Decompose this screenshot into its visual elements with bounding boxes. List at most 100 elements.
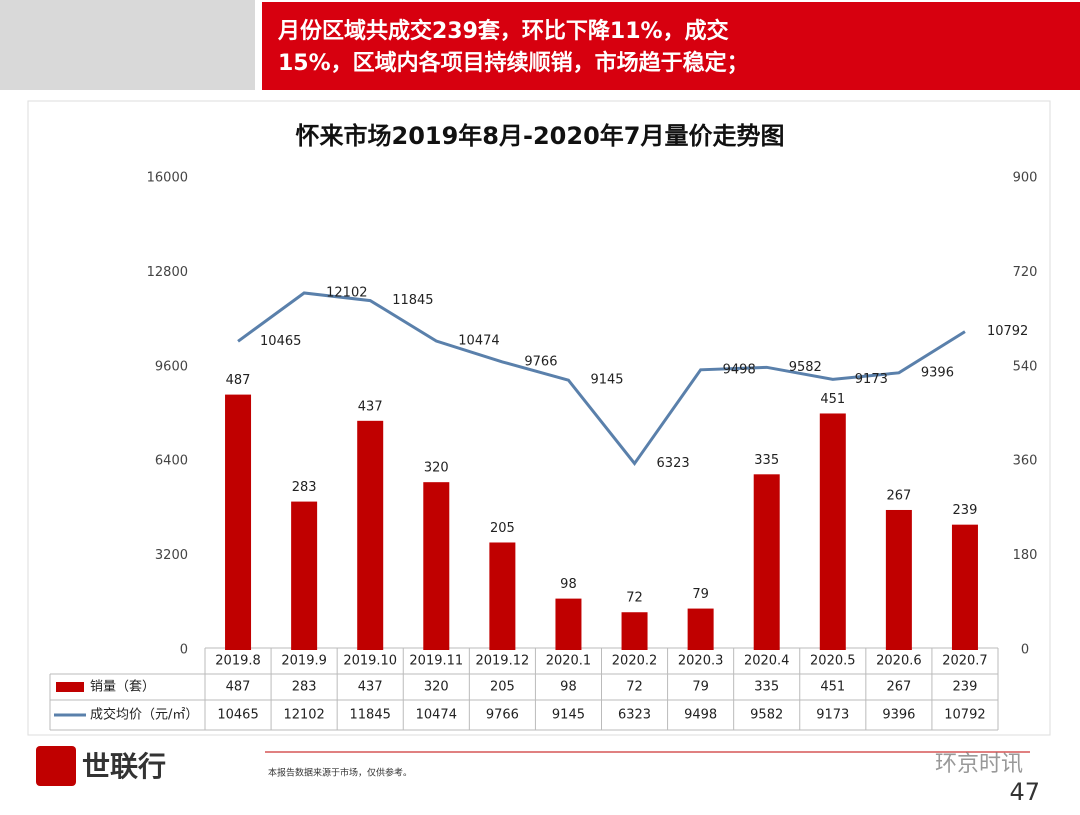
brand: 世联行 [82, 750, 166, 783]
table-cell: 9766 [486, 708, 519, 723]
x-tick-label: 2019.12 [475, 654, 529, 669]
table-cell: 283 [292, 680, 317, 695]
bar-value-label: 79 [692, 587, 709, 602]
y-tick-label: 6400 [155, 454, 188, 469]
line-value-label: 9582 [789, 360, 822, 375]
table-cell: 11845 [350, 708, 391, 723]
y2-tick-label: 720 [1013, 265, 1038, 280]
bar-value-label: 267 [886, 488, 911, 503]
page-number: 47 [1009, 778, 1040, 806]
legend-label: 销量（套） [90, 679, 155, 695]
y2-tick-label: 0 [1021, 643, 1029, 658]
line-value-label: 10465 [260, 334, 301, 349]
table-cell: 9396 [882, 708, 915, 723]
legend-label: 成交均价（元/㎡） [90, 707, 198, 723]
y2-tick-label: 540 [1013, 359, 1038, 374]
legend-swatch [56, 682, 84, 692]
y2-tick-label: 360 [1013, 454, 1038, 469]
table-cell: 239 [953, 680, 978, 695]
bar-value-label: 72 [626, 591, 643, 606]
x-tick-label: 2020.6 [876, 654, 922, 669]
table-cell: 9145 [552, 708, 585, 723]
table-cell: 320 [424, 680, 449, 695]
table-cell: 79 [692, 680, 709, 695]
bar-value-label: 437 [358, 399, 383, 414]
bar-value-label: 451 [820, 392, 845, 407]
line-value-label: 10792 [987, 324, 1028, 339]
x-tick-label: 2019.10 [343, 654, 397, 669]
bar-value-label: 98 [560, 577, 577, 592]
bar [885, 509, 912, 650]
bar [225, 394, 252, 650]
table-cell: 437 [358, 680, 383, 695]
line-value-label: 6323 [657, 456, 690, 471]
table-cell: 12102 [283, 708, 324, 723]
table-cell: 10465 [217, 708, 258, 723]
x-tick-label: 2020.1 [546, 654, 592, 669]
table-cell: 9173 [816, 708, 849, 723]
x-tick-label: 2020.2 [612, 654, 658, 669]
table-cell: 487 [226, 680, 251, 695]
table-cell: 10474 [416, 708, 457, 723]
table-cell: 335 [754, 680, 779, 695]
x-tick-label: 2020.7 [942, 654, 988, 669]
watermark: 环京时讯 [935, 752, 1023, 777]
header-image [0, 0, 255, 90]
bar-value-label: 335 [754, 453, 779, 468]
x-tick-label: 2020.5 [810, 654, 856, 669]
line-value-label: 9396 [921, 365, 954, 380]
line-value-label: 9498 [723, 362, 756, 377]
line-value-label: 9145 [590, 373, 623, 388]
y-tick-label: 12800 [147, 265, 188, 280]
table-cell: 72 [626, 680, 643, 695]
bar [819, 413, 846, 650]
x-tick-label: 2019.11 [409, 654, 463, 669]
bar-value-label: 283 [292, 480, 317, 495]
y2-tick-label: 900 [1013, 171, 1038, 186]
x-tick-label: 2020.4 [744, 654, 790, 669]
x-tick-label: 2019.8 [215, 654, 261, 669]
bar [687, 608, 714, 650]
bar [951, 524, 978, 650]
bar [357, 420, 384, 650]
bar [291, 501, 318, 650]
line-value-label: 9766 [524, 354, 557, 369]
y2-tick-label: 180 [1013, 548, 1038, 563]
bar-value-label: 320 [424, 461, 449, 476]
line-value-label: 9173 [855, 372, 888, 387]
line [237, 291, 966, 466]
bar [423, 482, 450, 650]
table-cell: 9582 [750, 708, 783, 723]
table-cell: 267 [886, 680, 911, 695]
line-value-label: 12102 [326, 285, 367, 300]
footer-note: 本报告数据来源于市场，仅供参考。 [268, 767, 412, 779]
table-cell: 451 [820, 680, 845, 695]
table-cell: 98 [560, 680, 577, 695]
x-tick-label: 2020.3 [678, 654, 724, 669]
chart-frame [27, 100, 1051, 736]
header-banner [262, 2, 1080, 90]
y-tick-label: 16000 [147, 171, 188, 186]
line-value-label: 11845 [392, 293, 433, 308]
bar [753, 474, 780, 650]
x-tick-label: 2019.9 [281, 654, 327, 669]
table-cell: 6323 [618, 708, 651, 723]
y-tick-label: 0 [180, 643, 188, 658]
bar-value-label: 239 [953, 503, 978, 518]
bar [489, 542, 516, 650]
header-line: 月份区域共成交239套，环比下降11%，成交 [277, 18, 729, 44]
bar-value-label: 205 [490, 521, 515, 536]
bar [555, 598, 582, 650]
table-cell: 205 [490, 680, 515, 695]
chart-title: 怀来市场2019年8月-2020年7月量价走势图 [296, 122, 785, 150]
header-line: 15%，区域内各项目持续顺销，市场趋于稳定； [278, 50, 749, 76]
table-cell: 9498 [684, 708, 717, 723]
line-value-label: 10474 [458, 334, 499, 349]
y-tick-label: 3200 [155, 548, 188, 563]
table-cell: 10792 [944, 708, 985, 723]
y-tick-label: 9600 [155, 359, 188, 374]
bar [621, 612, 648, 650]
bar-value-label: 487 [226, 373, 251, 388]
